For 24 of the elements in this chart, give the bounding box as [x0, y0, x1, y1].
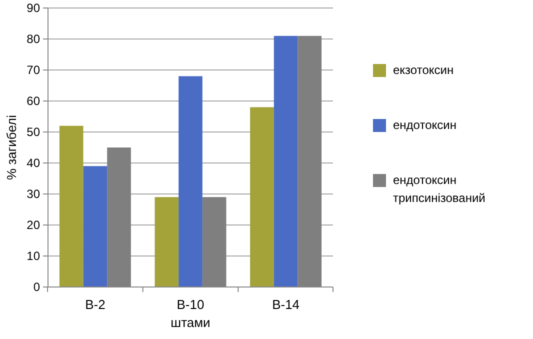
y-tick-label: 70: [26, 63, 40, 78]
x-tick-label: В-10: [176, 297, 204, 312]
bar: [274, 36, 298, 287]
bar: [83, 166, 108, 287]
y-tick-label: 90: [26, 1, 40, 16]
y-tick-label: 60: [26, 94, 40, 108]
legend-label: ендотоксин трипсинізований: [393, 173, 486, 206]
y-tick-label: 20: [26, 218, 40, 232]
legend-label: екзотоксин: [393, 63, 454, 78]
bar: [250, 107, 274, 287]
x-axis-title: штами: [170, 315, 210, 330]
bar: [154, 197, 179, 287]
bar: [59, 126, 84, 287]
y-tick-label: 10: [26, 249, 40, 264]
legend-label: ендотоксин: [393, 118, 456, 132]
x-tick-label: В-14: [272, 297, 300, 312]
y-tick-label: 40: [26, 156, 40, 170]
x-tick-label: В-2: [85, 297, 106, 312]
y-tick-label: 0: [33, 280, 40, 294]
bar: [178, 76, 202, 287]
y-tick-label: 80: [26, 32, 40, 46]
y-axis-title: % загибелі: [4, 114, 19, 180]
y-tick-label: 50: [26, 125, 40, 140]
y-tick-label: 30: [26, 187, 40, 202]
